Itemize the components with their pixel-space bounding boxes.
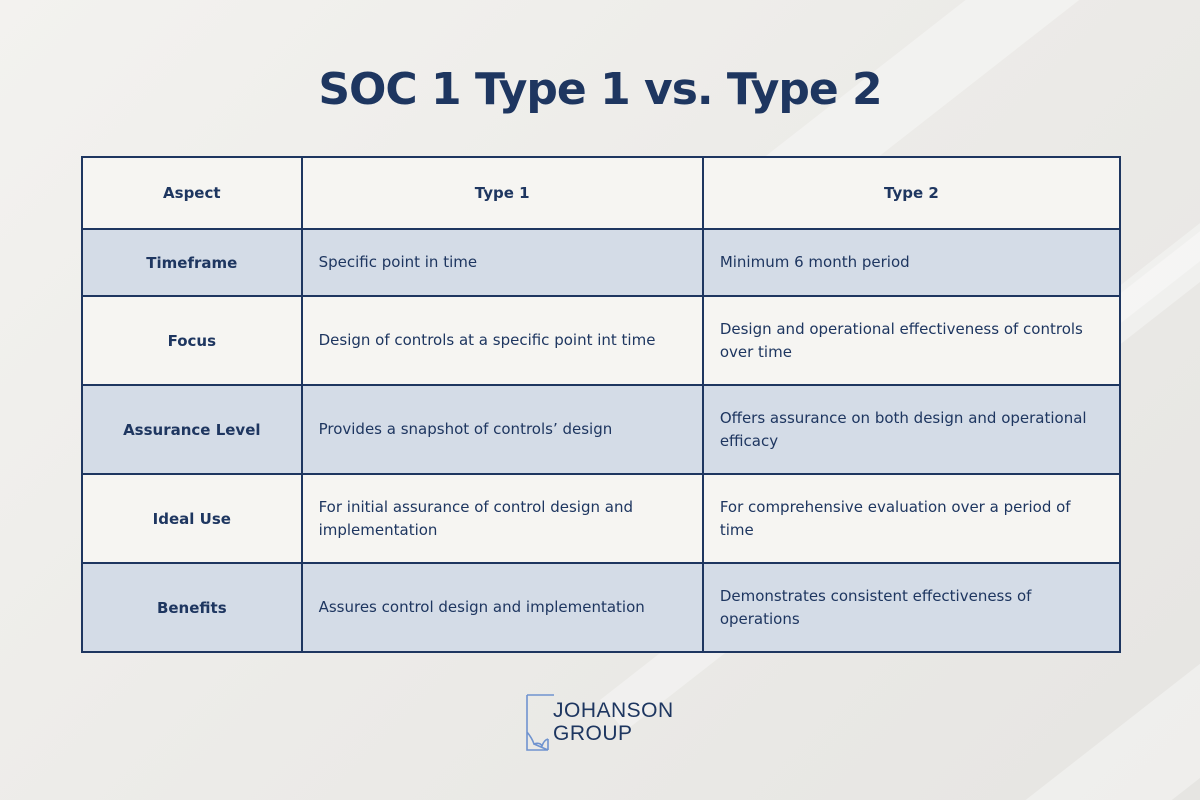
header-type2: Type 2	[701, 156, 1122, 230]
header-type1: Type 1	[300, 156, 704, 230]
row-aspect: Ideal Use	[81, 473, 303, 564]
page-curl-icon	[526, 694, 554, 751]
row-type2: Demonstrates consistent effectiveness of…	[701, 562, 1122, 653]
logo-line1: JOHANSON	[553, 699, 674, 722]
row-type1: Specific point in time	[300, 228, 704, 297]
header-aspect: Aspect	[81, 156, 303, 230]
row-type2: For comprehensive evaluation over a peri…	[701, 473, 1122, 564]
row-type1: Design of controls at a specific point i…	[300, 295, 704, 386]
logo-line2: GROUP	[553, 722, 633, 745]
page-title: SOC 1 Type 1 vs. Type 2	[318, 64, 882, 115]
johanson-group-logo: JOHANSON GROUP	[526, 694, 686, 754]
row-aspect: Assurance Level	[81, 384, 303, 475]
row-type2: Offers assurance on both design and oper…	[701, 384, 1122, 475]
row-type2: Minimum 6 month period	[701, 228, 1122, 297]
row-type2: Design and operational effectiveness of …	[701, 295, 1122, 386]
comparison-table: Aspect Type 1 Type 2 Timeframe Specific …	[81, 156, 1122, 653]
row-aspect: Benefits	[81, 562, 303, 653]
table-row: Ideal Use For initial assurance of contr…	[81, 473, 1122, 564]
row-aspect: Focus	[81, 295, 303, 386]
table-row: Timeframe Specific point in time Minimum…	[81, 228, 1122, 297]
table-row: Assurance Level Provides a snapshot of c…	[81, 384, 1122, 475]
table-header-row: Aspect Type 1 Type 2	[81, 156, 1122, 230]
row-type1: For initial assurance of control design …	[300, 473, 704, 564]
row-type1: Assures control design and implementatio…	[300, 562, 704, 653]
table-row: Focus Design of controls at a specific p…	[81, 295, 1122, 386]
table-row: Benefits Assures control design and impl…	[81, 562, 1122, 653]
row-aspect: Timeframe	[81, 228, 303, 297]
row-type1: Provides a snapshot of controls’ design	[300, 384, 704, 475]
